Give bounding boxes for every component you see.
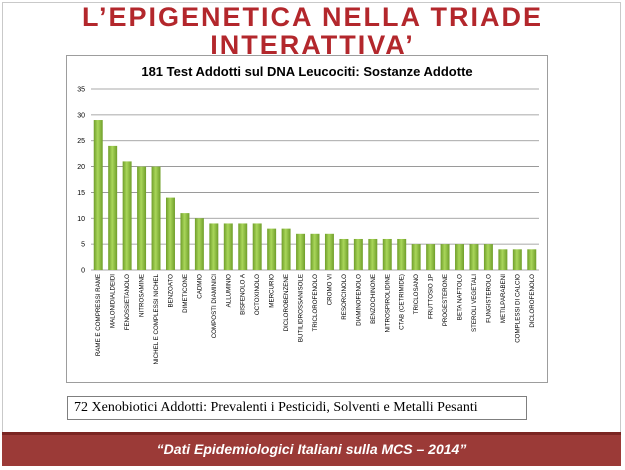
bar <box>137 166 147 270</box>
bar <box>382 238 392 270</box>
chart-container: 181 Test Addotti sul DNA Leucociti: Sost… <box>66 55 548 383</box>
bar <box>411 244 421 270</box>
x-tick-label: RESORCINOLO <box>341 274 348 320</box>
bar <box>296 233 306 270</box>
y-tick-label: 35 <box>77 87 85 94</box>
bar <box>252 223 262 270</box>
bar <box>180 213 190 270</box>
x-tick-label: BETA NAFTOLO <box>457 274 464 320</box>
bar <box>209 223 219 270</box>
x-tick-label: DICLOROBENZENE <box>283 274 290 331</box>
bar <box>310 233 320 270</box>
chart-title: 181 Test Addotti sul DNA Leucociti: Sost… <box>141 64 473 79</box>
bar-chart: 0 5 10 15 20 25 30 35 RAME E COMPRESSI RAME MALON… <box>77 87 539 365</box>
bar <box>397 238 407 270</box>
x-tick-label: COMPLESSI DI CALCIO <box>514 274 521 343</box>
x-tick-label: METILPARABENI <box>500 274 507 323</box>
x-tick-label: MALONIDIALDEIDI <box>110 274 117 328</box>
x-tick-label: FRUTTOSIO 1P <box>428 274 435 319</box>
caption-text: 72 Xenobiotici Addotti: Prevalenti i Pes… <box>74 400 478 415</box>
x-tick-label: TRICLOROFENOLO <box>312 274 319 332</box>
x-tick-label: STEROLI VEGETALI <box>471 274 478 332</box>
bar <box>426 244 436 270</box>
bar <box>151 166 161 270</box>
x-tick-label: BENZOCHINONE <box>370 274 377 324</box>
y-tick-label: 10 <box>77 216 85 223</box>
x-tick-label: DIAMINOFENOLO <box>355 274 362 326</box>
x-tick-label: NICHEL E COMPLESSI NICHEL <box>153 273 160 364</box>
y-tick-label: 20 <box>77 164 85 171</box>
x-tick-label: FUNGISTEROLO <box>485 274 492 323</box>
x-tick-label: DIMETICONE <box>182 274 189 313</box>
y-tick-label: 5 <box>81 242 85 249</box>
footer-text: “Dati Epidemiologici Italiani sulla MCS … <box>156 441 467 457</box>
bar <box>469 244 479 270</box>
x-tick-label: TRICLOSANO <box>413 274 420 314</box>
bar <box>455 244 464 270</box>
x-tick-label: PROGESTERONE <box>442 274 449 326</box>
bar <box>353 238 363 270</box>
x-tick-label: MERCURIO <box>269 274 276 308</box>
slide-title-line-1: L’EPIGENETICA NELLA TRIADE <box>81 2 544 32</box>
bar <box>512 249 522 270</box>
x-tick-label: DICLOROFENOLO <box>529 274 536 328</box>
bar <box>498 249 508 270</box>
x-tick-label: CADMIO <box>196 274 203 299</box>
x-tick-label: NITROSPIROLIDINE <box>384 274 391 332</box>
x-tick-label: NITROSAMINE <box>139 274 146 317</box>
y-tick-label: 25 <box>77 138 85 145</box>
x-tick-label: BENZOATO <box>167 274 174 308</box>
bar <box>368 238 378 270</box>
x-tick-label: ALLUMINIO <box>225 274 232 308</box>
bar <box>527 249 537 270</box>
bar <box>93 120 103 271</box>
footer-bar: “Dati Epidemiologici Italiani sulla MCS … <box>2 432 621 466</box>
bar <box>166 197 175 270</box>
bar <box>440 244 450 270</box>
y-tick-label: 30 <box>77 112 85 119</box>
x-tick-label: COMPOSTI DIAMINICI <box>211 274 218 339</box>
x-tick-label: CTAB (CETRIMIDE) <box>399 274 406 330</box>
x-tick-label: OCTOXINOLO <box>254 274 261 315</box>
x-tick-label: RAME E COMPRESSI RAME <box>95 274 102 356</box>
caption-box: 72 Xenobiotici Addotti: Prevalenti i Pes… <box>67 396 527 420</box>
bar <box>194 218 204 270</box>
y-tick-label: 15 <box>77 190 85 197</box>
x-tick-label: BISFENOLO A <box>240 273 247 315</box>
bar <box>281 228 291 270</box>
bar <box>339 238 349 270</box>
y-tick-label: 0 <box>81 268 85 275</box>
bar <box>483 244 493 270</box>
bar <box>108 145 118 270</box>
bar <box>324 233 334 270</box>
x-tick-label: FENOSSIETANOLO <box>124 274 131 330</box>
bar <box>238 223 248 270</box>
bar <box>223 223 233 270</box>
bar <box>267 228 277 270</box>
x-tick-label: BUTILIDROSSANISOLE <box>298 274 305 342</box>
bar <box>122 161 132 270</box>
x-tick-label: CROMO VI <box>326 274 333 306</box>
